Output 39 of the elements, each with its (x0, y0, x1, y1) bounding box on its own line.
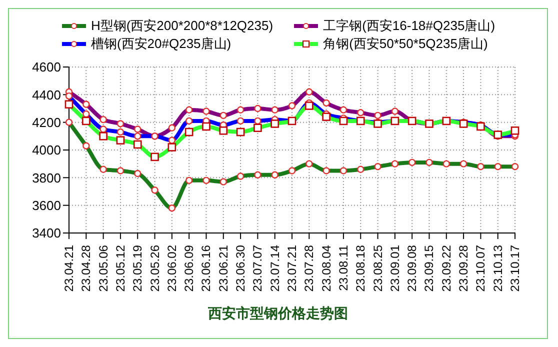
x-tick-label: 23.08.11 (336, 244, 350, 291)
y-tick-label: 4400 (32, 87, 61, 102)
x-tick-label: 23.06.02 (164, 244, 179, 292)
x-tick-label: 23.05.19 (130, 244, 145, 292)
x-tick-label: 23.09.15 (422, 244, 436, 292)
legend-label: 工字钢(西安16-18#Q235唐山) (323, 17, 496, 35)
x-tick-label: 23.08.04 (319, 244, 334, 292)
y-tick-label: 3600 (32, 198, 61, 213)
x-tick-label: 23.07.14 (268, 244, 282, 292)
y-tick-label: 4600 (32, 60, 61, 75)
x-tick-label: 23.08.18 (354, 244, 368, 292)
x-tick-label: 23.10.13 (490, 244, 505, 292)
x-tick-label: 23.06.16 (199, 244, 214, 292)
y-tick-label: 3400 (32, 226, 61, 241)
x-tick-label: 23.07.28 (302, 244, 316, 292)
x-tick-label: 23.09.08 (405, 244, 420, 292)
x-tick-label: 23.09.22 (439, 244, 454, 292)
x-tick-label: 23.06.09 (182, 244, 196, 292)
legend-label: 槽钢(西安20#Q235唐山) (90, 35, 232, 53)
x-tick-label: 23.06.30 (234, 244, 248, 292)
y-tick-label: 3800 (32, 170, 61, 186)
x-tick-label: 23.04.21 (62, 244, 76, 292)
legend-label: 角钢(西安50*50*5Q235唐山) (323, 35, 488, 53)
x-tick-label: 23.05.26 (148, 244, 162, 292)
x-tick-label: 23.10.07 (474, 244, 488, 292)
y-tick-label: 4000 (32, 142, 61, 158)
x-tick-label: 23.08.25 (370, 244, 385, 292)
x-tick-label: 23.04.28 (79, 244, 94, 292)
x-tick-label: 23.07.21 (285, 244, 299, 292)
x-tick-label: 23.09.28 (456, 244, 471, 292)
x-tick-label: 23.06.21 (216, 244, 230, 292)
legend-label: H型钢(西安200*200*8*12Q235) (90, 17, 274, 35)
x-tick-label: 23.07.07 (250, 244, 265, 292)
x-tick-label: 23.05.12 (113, 244, 128, 292)
y-tick-label: 4200 (32, 114, 61, 130)
x-tick-label: 23.09.01 (388, 244, 402, 292)
x-tick-label: 23.10.17 (508, 244, 522, 292)
x-tick-label: 23.05.06 (96, 244, 110, 292)
text: 西安市型钢价格走势图 (207, 305, 349, 323)
